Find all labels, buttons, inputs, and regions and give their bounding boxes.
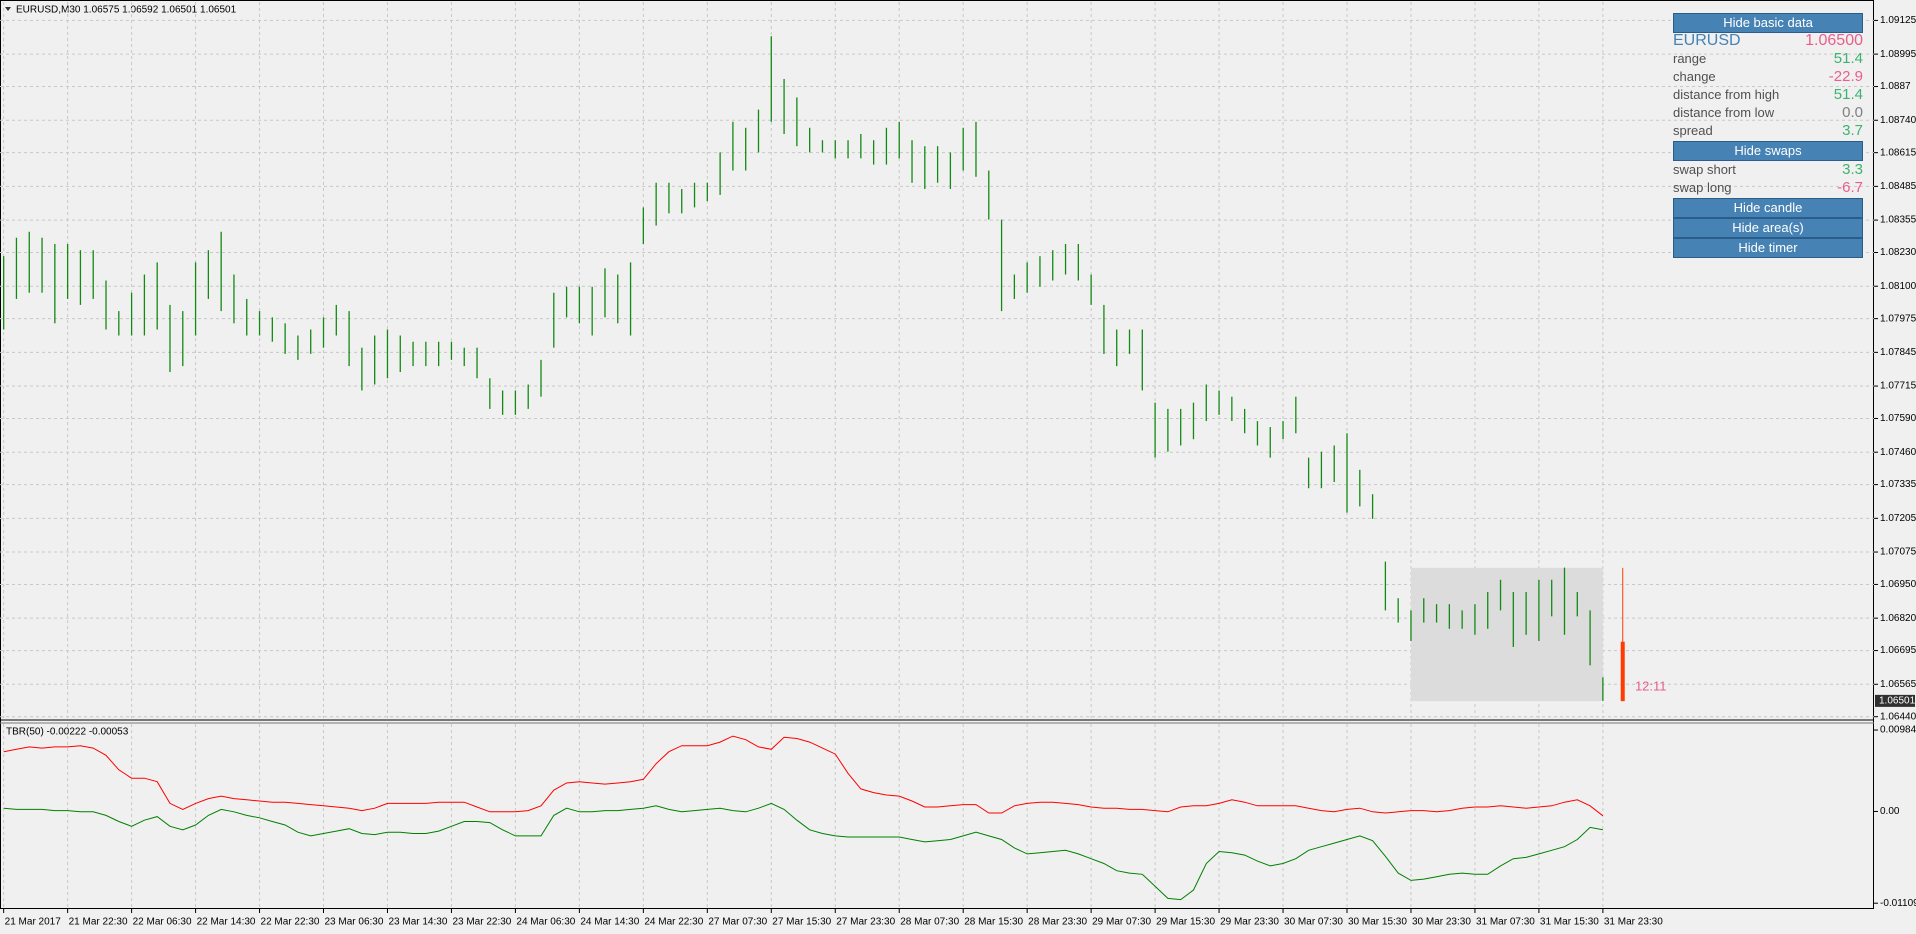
x-tick-label: 28 Mar 07:30 bbox=[900, 917, 959, 928]
x-tick-label: 30 Mar 23:30 bbox=[1412, 917, 1471, 928]
candle-body bbox=[1620, 641, 1625, 702]
y-tick-label: 1.07205 bbox=[1880, 513, 1916, 524]
y-tick-label: 1.07845 bbox=[1880, 347, 1916, 358]
button[interactable]: Hide basic data bbox=[1673, 13, 1863, 33]
symbol-row: EURUSD 1.06500 bbox=[1673, 32, 1863, 50]
y-tick-label: 1.08230 bbox=[1880, 247, 1916, 258]
timer: 12:11 bbox=[1635, 679, 1667, 694]
y-tick-label: 1.06950 bbox=[1880, 579, 1916, 590]
row-label: spread bbox=[1673, 123, 1713, 138]
button[interactable]: Hide timer bbox=[1673, 238, 1863, 258]
row-value: 0.0 bbox=[1842, 104, 1863, 121]
info-row: range 51.4 bbox=[1673, 50, 1863, 68]
row-label: swap short bbox=[1673, 162, 1736, 177]
y-tick-label: 1.06440 bbox=[1880, 711, 1916, 722]
indicator-line bbox=[3, 802, 1603, 901]
price-marker-label: 1.06501 bbox=[1879, 696, 1916, 707]
info-row: swap long -6.7 bbox=[1673, 179, 1863, 197]
row-value: 51.4 bbox=[1833, 50, 1863, 67]
y-tick-label: 1.06695 bbox=[1880, 645, 1916, 656]
row-value: -22.9 bbox=[1828, 68, 1863, 85]
x-tick-label: 27 Mar 07:30 bbox=[708, 917, 767, 928]
price: 1.06500 bbox=[1805, 32, 1863, 49]
y-tick-label: -0.01109 bbox=[1880, 898, 1916, 909]
y-tick-label: 1.08615 bbox=[1880, 147, 1916, 158]
y-tick-label: 1.08355 bbox=[1880, 215, 1916, 226]
info-row: spread 3.7 bbox=[1673, 122, 1863, 140]
row-label: swap long bbox=[1673, 180, 1732, 195]
plot-frame bbox=[0, 0, 1874, 909]
y-tick-label: 1.06565 bbox=[1880, 679, 1916, 690]
x-tick-label: 29 Mar 15:30 bbox=[1156, 917, 1215, 928]
x-tick-label: 29 Mar 07:30 bbox=[1092, 917, 1151, 928]
row-label: distance from low bbox=[1673, 105, 1775, 120]
info-row: change -22.9 bbox=[1673, 68, 1863, 86]
x-tick-label: 31 Mar 07:30 bbox=[1476, 917, 1535, 928]
y-tick-label: 1.07075 bbox=[1880, 547, 1916, 558]
x-tick-label: 24 Mar 14:30 bbox=[580, 917, 639, 928]
y-tick-label: 1.07460 bbox=[1880, 447, 1916, 458]
chart-header: EURUSD,M30 1.06575 1.06592 1.06501 1.065… bbox=[16, 5, 237, 16]
y-tick-label: 1.07335 bbox=[1880, 479, 1916, 490]
x-tick-label: 30 Mar 15:30 bbox=[1348, 917, 1407, 928]
row-value: 3.7 bbox=[1842, 122, 1863, 139]
row-label: change bbox=[1673, 69, 1716, 84]
row-value: 51.4 bbox=[1833, 86, 1863, 103]
info-row: distance from high 51.4 bbox=[1673, 86, 1863, 104]
row-value: 3.3 bbox=[1842, 161, 1863, 178]
x-tick-label: 24 Mar 06:30 bbox=[516, 917, 575, 928]
range-area bbox=[1410, 567, 1603, 702]
x-tick-label: 22 Mar 22:30 bbox=[261, 917, 320, 928]
x-tick-label: 21 Mar 2017 bbox=[5, 917, 62, 928]
price-marker bbox=[1875, 694, 1915, 707]
y-tick-label: 0.00 bbox=[1880, 806, 1900, 817]
y-tick-label: 1.07975 bbox=[1880, 313, 1916, 324]
x-tick-label: 27 Mar 15:30 bbox=[772, 917, 831, 928]
y-tick-label: 1.08995 bbox=[1880, 49, 1916, 60]
y-tick-label: 1.09125 bbox=[1880, 15, 1916, 26]
y-tick-label: 1.08100 bbox=[1880, 281, 1916, 292]
button[interactable]: Hide swaps bbox=[1673, 141, 1863, 161]
info-row: swap short 3.3 bbox=[1673, 161, 1863, 179]
symbol: EURUSD bbox=[1673, 32, 1741, 49]
row-label: distance from high bbox=[1673, 87, 1780, 102]
x-tick-label: 28 Mar 23:30 bbox=[1028, 917, 1087, 928]
row-label: range bbox=[1673, 51, 1707, 66]
x-tick-label: 23 Mar 14:30 bbox=[388, 917, 447, 928]
info-row: distance from low 0.0 bbox=[1673, 104, 1863, 122]
indicator-line bbox=[3, 735, 1604, 817]
x-tick-label: 23 Mar 22:30 bbox=[452, 917, 511, 928]
x-tick-label: 27 Mar 23:30 bbox=[836, 917, 895, 928]
menu-arrow[interactable] bbox=[5, 7, 11, 11]
x-tick-label: 24 Mar 22:30 bbox=[644, 917, 703, 928]
y-tick-label: 1.07715 bbox=[1880, 381, 1916, 392]
y-tick-label: 1.08740 bbox=[1880, 115, 1916, 126]
x-tick-label: 22 Mar 06:30 bbox=[133, 917, 192, 928]
x-tick-label: 23 Mar 06:30 bbox=[325, 917, 384, 928]
x-tick-label: 22 Mar 14:30 bbox=[197, 917, 256, 928]
x-tick-label: 21 Mar 22:30 bbox=[69, 917, 128, 928]
x-tick-label: 31 Mar 15:30 bbox=[1540, 917, 1599, 928]
y-tick-label: 0.00984 bbox=[1880, 725, 1916, 736]
y-tick-label: 1.0887 bbox=[1880, 81, 1911, 92]
row-value: -6.7 bbox=[1837, 179, 1863, 196]
y-tick-label: 1.08485 bbox=[1880, 181, 1916, 192]
y-tick-label: 1.07590 bbox=[1880, 413, 1916, 424]
x-tick-label: 30 Mar 07:30 bbox=[1284, 917, 1343, 928]
button[interactable]: Hide area(s) bbox=[1673, 218, 1863, 238]
x-tick-label: 28 Mar 15:30 bbox=[964, 917, 1023, 928]
x-tick-label: 31 Mar 23:30 bbox=[1604, 917, 1663, 928]
x-tick-label: 29 Mar 23:30 bbox=[1220, 917, 1279, 928]
y-tick-label: 1.06820 bbox=[1880, 613, 1916, 624]
button[interactable]: Hide candle bbox=[1673, 198, 1863, 218]
